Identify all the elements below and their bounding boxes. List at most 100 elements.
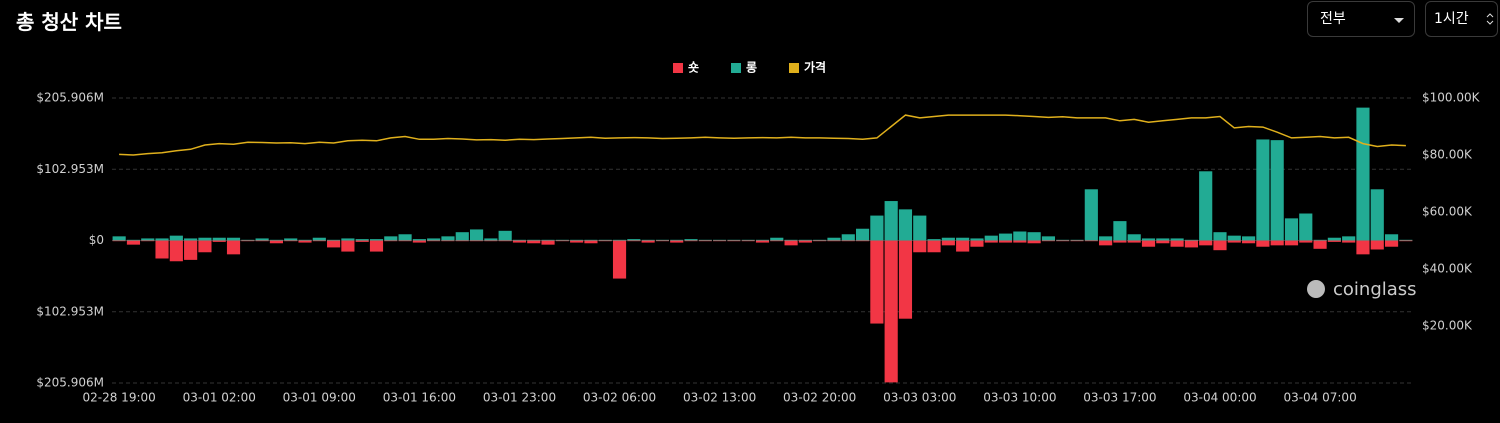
bar xyxy=(1313,240,1327,249)
legend-swatch xyxy=(673,63,683,73)
bar xyxy=(1170,238,1184,241)
bar xyxy=(1141,238,1156,241)
bar xyxy=(1227,235,1241,241)
bar xyxy=(755,240,770,243)
bar xyxy=(469,229,484,241)
bar xyxy=(813,240,827,242)
bar xyxy=(126,239,141,241)
interval-value: 1시간 xyxy=(1434,11,1469,27)
bar xyxy=(555,239,569,241)
bar xyxy=(670,240,684,243)
bar xyxy=(1041,236,1056,241)
y2-tick-label: $20.00K xyxy=(1422,319,1473,333)
bar xyxy=(741,239,755,241)
interval-dropdown[interactable]: 1시간 xyxy=(1425,1,1498,37)
bar xyxy=(655,240,669,242)
bar xyxy=(998,233,1013,241)
bar xyxy=(684,240,698,242)
x-tick-label: 03-01 02:00 xyxy=(183,391,256,405)
bar xyxy=(913,215,927,241)
bar xyxy=(384,236,398,241)
bar xyxy=(941,240,955,246)
bar xyxy=(512,239,527,241)
stepper-icon xyxy=(1486,13,1494,25)
bar xyxy=(1013,231,1027,241)
x-tick-label: 03-03 03:00 xyxy=(883,391,956,405)
watermark-text: coinglass xyxy=(1333,279,1417,300)
bar xyxy=(1242,236,1256,241)
x-tick-label: 03-03 10:00 xyxy=(983,391,1056,405)
bar xyxy=(155,238,169,241)
bar xyxy=(584,239,598,241)
bar xyxy=(355,240,369,242)
bar xyxy=(198,240,212,253)
bar xyxy=(655,239,669,241)
bar xyxy=(570,240,584,243)
bar xyxy=(212,237,226,241)
bar xyxy=(970,240,984,247)
bar xyxy=(1113,240,1127,243)
bar xyxy=(1213,232,1227,241)
bar xyxy=(941,237,955,241)
bar xyxy=(1370,240,1384,250)
filter-dropdown[interactable]: 전부 xyxy=(1307,1,1415,37)
bar xyxy=(141,240,155,242)
bar xyxy=(126,240,141,245)
bar xyxy=(598,239,612,241)
bar xyxy=(927,239,941,241)
bar xyxy=(1242,240,1256,244)
bar xyxy=(1256,240,1270,247)
bar xyxy=(269,240,283,244)
bar xyxy=(727,240,741,242)
bar xyxy=(369,240,384,252)
bar xyxy=(1027,232,1041,241)
bar xyxy=(141,238,155,241)
bar xyxy=(1099,236,1113,241)
bar xyxy=(369,239,384,241)
x-tick-label: 03-02 06:00 xyxy=(583,391,656,405)
bar xyxy=(1184,239,1198,241)
bar xyxy=(312,240,326,242)
bar xyxy=(341,240,355,252)
bar xyxy=(441,236,455,241)
bar xyxy=(913,240,927,253)
bar xyxy=(884,201,898,241)
bar xyxy=(984,240,998,243)
bar xyxy=(255,240,269,242)
bar xyxy=(1199,240,1213,246)
bar xyxy=(255,238,269,241)
bar xyxy=(698,240,712,242)
bar xyxy=(355,239,369,241)
bar xyxy=(1370,189,1384,241)
bar xyxy=(870,240,884,324)
bar xyxy=(1213,240,1227,251)
bar xyxy=(284,238,298,241)
bar xyxy=(598,240,612,242)
bar xyxy=(498,230,512,241)
bar xyxy=(1013,240,1027,243)
bar xyxy=(755,239,770,241)
bar xyxy=(441,240,455,242)
bar xyxy=(1070,240,1084,242)
bar xyxy=(226,240,241,255)
bar xyxy=(741,240,755,242)
bar xyxy=(1070,239,1084,241)
x-tick-label: 03-01 23:00 xyxy=(483,391,556,405)
bar xyxy=(527,240,541,244)
bar xyxy=(1270,240,1284,246)
bar xyxy=(1284,218,1299,241)
bar xyxy=(798,239,812,241)
bar xyxy=(1284,240,1299,246)
bar xyxy=(1256,139,1270,241)
bar xyxy=(327,240,341,248)
filter-value: 전부 xyxy=(1320,11,1346,27)
bar xyxy=(770,237,784,241)
bar xyxy=(484,240,498,242)
bar xyxy=(627,239,641,241)
bar xyxy=(184,240,198,260)
bar xyxy=(1199,171,1213,241)
bar xyxy=(870,215,884,241)
x-tick-label: 03-02 20:00 xyxy=(783,391,856,405)
